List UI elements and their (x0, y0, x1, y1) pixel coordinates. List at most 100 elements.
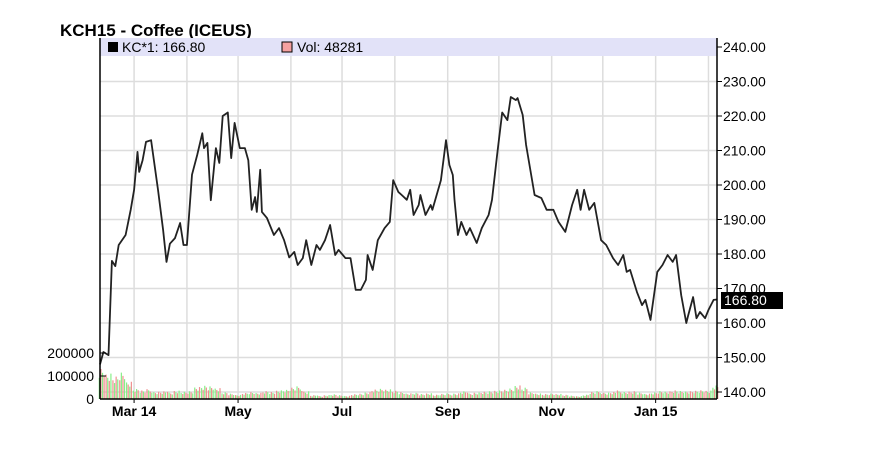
volume-bar (685, 391, 687, 399)
price-tick-label: 150.00 (723, 350, 766, 366)
volume-bar (182, 394, 184, 399)
volume-bar (246, 393, 248, 399)
volume-bar (170, 393, 172, 399)
volume-bar (592, 392, 594, 399)
volume-bar (439, 395, 441, 399)
volume-bar (460, 392, 462, 399)
volume-bar (519, 385, 521, 399)
volume-bar (526, 389, 528, 399)
volume-bar (715, 385, 717, 399)
volume-bar (507, 391, 509, 399)
volume-bar (153, 392, 155, 399)
volume-bar (601, 394, 603, 399)
volume-bar (318, 395, 320, 399)
volume-bar (355, 394, 357, 399)
volume-bar (142, 391, 145, 399)
volume-bar (691, 392, 694, 399)
volume-bar (359, 393, 361, 399)
volume-bar (524, 387, 526, 399)
volume-bar (604, 393, 607, 399)
volume-bar (463, 391, 465, 399)
volume-bar (194, 387, 196, 399)
volume-bar (326, 396, 329, 399)
volume-bar (115, 376, 117, 399)
volume-bar (141, 390, 143, 399)
volume-bar (144, 392, 146, 399)
volume-bar (453, 393, 455, 399)
x-tick-label: Mar 14 (112, 403, 157, 419)
volume-bar (468, 393, 470, 399)
volume-bar (348, 395, 351, 399)
price-tick-label: 230.00 (723, 74, 766, 90)
volume-bar (587, 395, 589, 399)
volume-bar (267, 392, 269, 399)
volume-bar (701, 391, 704, 399)
volume-bar (681, 392, 683, 399)
volume-bar (476, 394, 479, 399)
volume-bar (117, 379, 119, 399)
volume-bar (100, 369, 102, 399)
volume-bar (373, 392, 375, 399)
volume-bar (330, 395, 332, 399)
volume-bar (386, 390, 388, 399)
volume-bar (103, 376, 105, 399)
volume-bar (448, 394, 450, 399)
x-tick-label: May (224, 403, 251, 419)
volume-bar (461, 393, 463, 399)
volume-bar (514, 386, 516, 399)
chart-title: KCH15 - Coffee (ICEUS) (60, 21, 252, 40)
volume-bar (579, 396, 581, 399)
volume-bar (713, 389, 716, 399)
volume-bar (538, 395, 540, 399)
volume-bar (107, 377, 109, 399)
volume-bar (429, 394, 431, 399)
volume-bar (488, 391, 491, 399)
volume-bar (577, 396, 579, 399)
volume-bar (407, 394, 409, 399)
volume-bar (567, 395, 569, 399)
volume-bar (400, 392, 402, 399)
volume-bar (314, 395, 317, 399)
volume-bar (686, 392, 688, 399)
volume-bar (536, 394, 538, 399)
volume-bar (662, 393, 664, 399)
volume-bar (647, 395, 649, 399)
volume-bar (562, 395, 564, 399)
volume-bar (405, 393, 407, 399)
volume-bar (480, 393, 482, 399)
volume-bar (310, 395, 312, 399)
volume-bar (606, 394, 608, 399)
volume-bar (707, 391, 709, 399)
volume-bar (269, 394, 271, 399)
volume-bar (623, 392, 625, 399)
volume-bar (158, 391, 160, 399)
volume-bar (285, 389, 288, 399)
volume-bar (584, 395, 586, 399)
volume-bar (224, 392, 226, 399)
volume-bar (137, 390, 139, 399)
volume-bar (176, 393, 179, 399)
volume-bar (535, 393, 537, 399)
volume-bar (294, 390, 296, 399)
volume-bar (638, 392, 641, 399)
volume-bar (354, 394, 356, 399)
volume-bar (572, 396, 574, 399)
volume-tick-label: 0 (86, 391, 94, 407)
volume-bar (166, 391, 169, 399)
volume-bar (419, 395, 421, 399)
volume-bar (298, 387, 300, 399)
volume-bar (101, 372, 104, 399)
volume-bar (149, 391, 151, 399)
volume-bar (323, 395, 325, 399)
volume-bar (657, 393, 659, 399)
volume-bar (466, 392, 469, 399)
volume-bar (683, 393, 685, 399)
volume-bar (168, 392, 170, 399)
volume-bar (251, 393, 254, 399)
volume-bar (178, 390, 180, 399)
volume-bar (250, 392, 252, 399)
volume-bar (597, 392, 600, 399)
volume-bar (258, 394, 260, 399)
volume-bar (573, 396, 576, 399)
volume-bar (273, 393, 276, 399)
